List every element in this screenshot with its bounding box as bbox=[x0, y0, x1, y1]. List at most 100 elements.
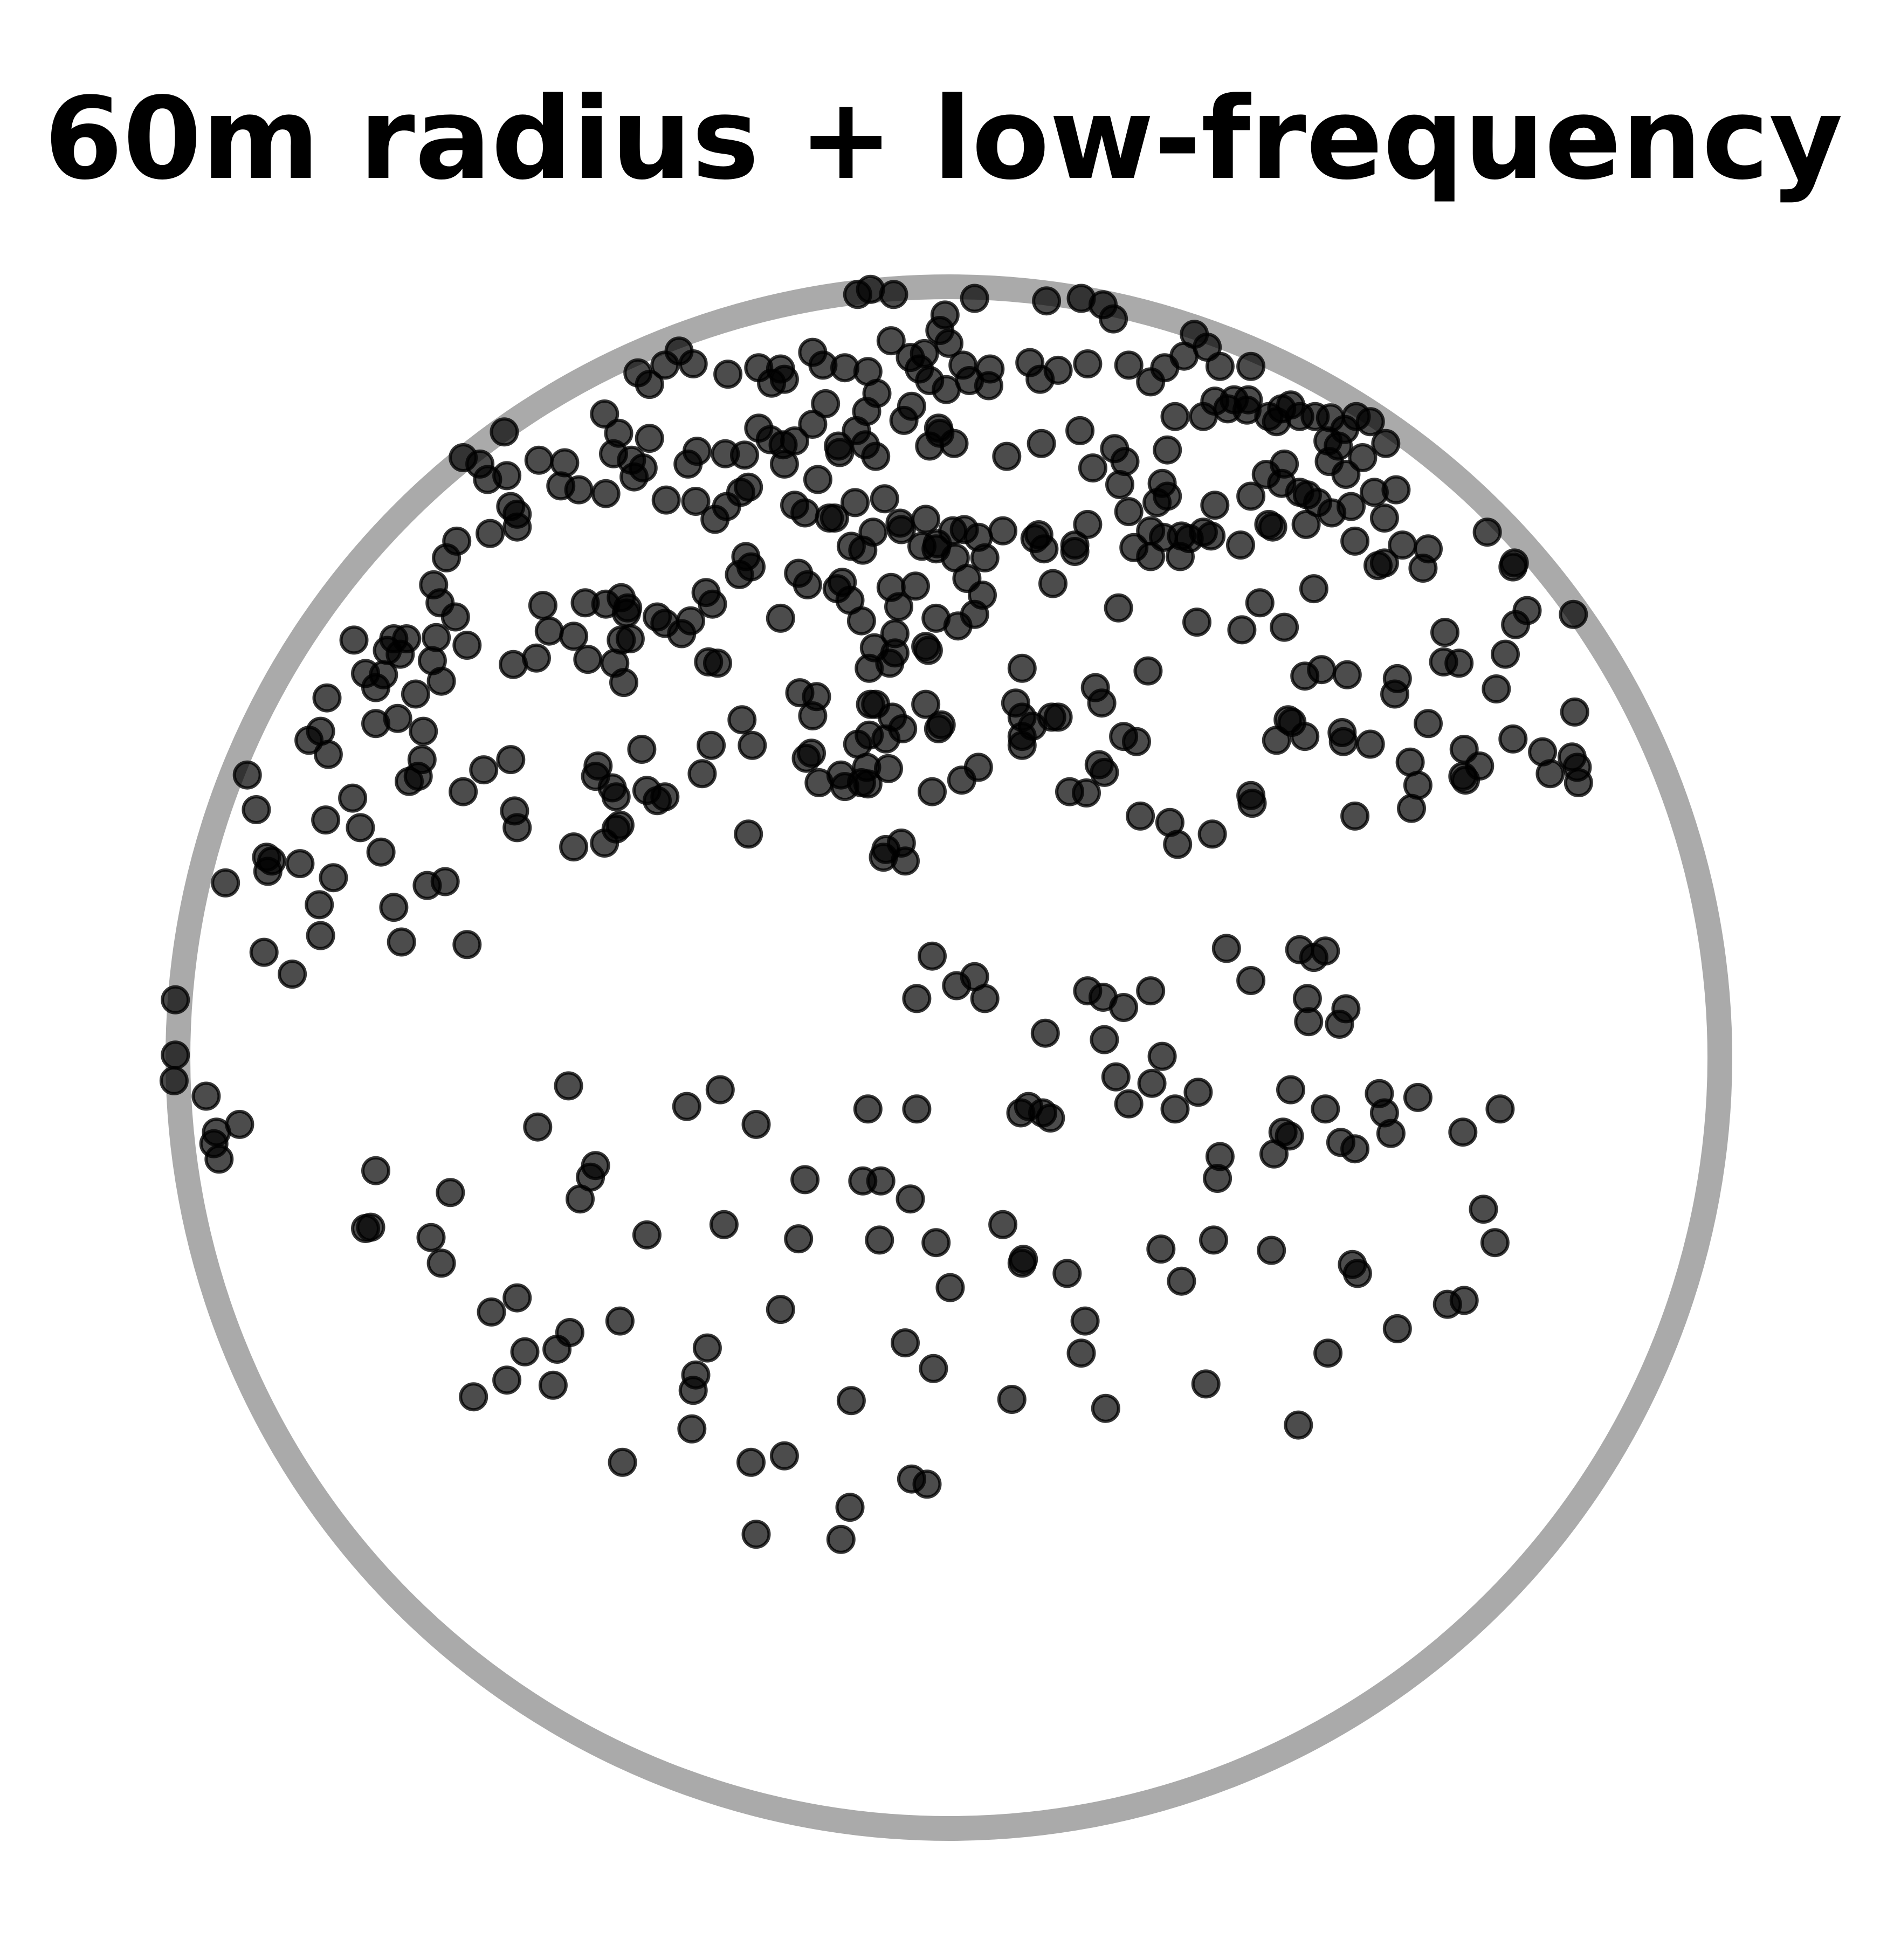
data-point bbox=[1292, 984, 1322, 1013]
data-point bbox=[426, 666, 456, 696]
data-point bbox=[366, 837, 396, 867]
data-point bbox=[780, 491, 809, 520]
data-point bbox=[1291, 509, 1321, 539]
data-point bbox=[924, 714, 953, 743]
data-point bbox=[911, 505, 941, 534]
data-point bbox=[736, 1447, 766, 1477]
data-point bbox=[678, 1376, 708, 1405]
data-point bbox=[476, 519, 505, 548]
data-point bbox=[963, 753, 993, 782]
data-point bbox=[1327, 718, 1357, 747]
data-point bbox=[1200, 491, 1230, 520]
data-point bbox=[692, 1333, 722, 1363]
data-point bbox=[865, 1225, 894, 1255]
data-point bbox=[1245, 588, 1275, 618]
data-point bbox=[546, 471, 576, 501]
data-point bbox=[918, 777, 947, 806]
data-point bbox=[436, 1178, 465, 1207]
data-point bbox=[938, 516, 968, 546]
data-point bbox=[1331, 994, 1361, 1024]
data-point bbox=[1397, 793, 1426, 823]
data-point bbox=[1028, 1098, 1057, 1128]
data-point bbox=[278, 960, 307, 989]
data-point bbox=[1262, 726, 1291, 755]
data-point bbox=[797, 739, 826, 768]
data-point bbox=[741, 1109, 771, 1139]
data-point bbox=[534, 616, 564, 646]
data-point bbox=[769, 1441, 799, 1471]
data-point bbox=[1065, 416, 1095, 445]
data-point bbox=[1276, 1075, 1305, 1105]
data-point bbox=[934, 328, 963, 358]
data-point bbox=[401, 679, 430, 709]
data-point bbox=[1182, 608, 1211, 637]
chart-title: 60m radius + low-frequency bbox=[44, 73, 1843, 205]
data-point bbox=[1499, 548, 1529, 578]
data-point bbox=[1007, 1248, 1037, 1278]
data-point bbox=[161, 1040, 190, 1070]
data-point bbox=[528, 591, 557, 620]
data-point bbox=[766, 1295, 795, 1324]
data-point bbox=[912, 1469, 942, 1499]
data-point bbox=[1311, 1094, 1340, 1124]
data-point bbox=[731, 542, 761, 571]
data-point bbox=[1197, 819, 1227, 849]
data-point bbox=[1087, 688, 1117, 718]
data-point bbox=[970, 984, 1000, 1013]
data-point bbox=[1340, 801, 1370, 831]
data-point bbox=[1472, 517, 1502, 547]
data-point bbox=[524, 445, 554, 475]
data-point bbox=[853, 769, 883, 799]
data-point bbox=[1403, 1082, 1433, 1112]
data-point bbox=[510, 1337, 540, 1367]
data-point bbox=[1376, 1119, 1406, 1148]
data-point bbox=[379, 893, 409, 922]
data-point bbox=[313, 740, 343, 769]
data-point bbox=[1133, 656, 1163, 686]
data-point bbox=[635, 424, 664, 453]
data-point bbox=[1262, 407, 1291, 437]
data-point bbox=[970, 543, 1000, 572]
data-point bbox=[1160, 402, 1190, 431]
data-point bbox=[1030, 1018, 1060, 1048]
data-point bbox=[891, 1328, 920, 1358]
data-point bbox=[1137, 1068, 1167, 1098]
data-point bbox=[730, 440, 759, 470]
data-point bbox=[992, 441, 1022, 471]
data-point bbox=[802, 682, 831, 712]
data-point bbox=[305, 890, 334, 920]
data-point bbox=[836, 532, 866, 561]
data-point bbox=[1160, 1094, 1190, 1124]
data-point bbox=[1299, 574, 1328, 604]
data-point bbox=[608, 1447, 637, 1477]
data-point bbox=[1337, 492, 1366, 521]
data-point bbox=[422, 623, 451, 652]
data-point bbox=[1482, 674, 1511, 703]
data-point bbox=[1091, 1393, 1120, 1423]
data-point bbox=[242, 795, 271, 824]
data-point bbox=[1382, 1314, 1412, 1343]
data-point bbox=[651, 485, 681, 515]
data-point bbox=[1414, 709, 1443, 739]
data-point bbox=[573, 645, 603, 674]
data-point bbox=[426, 1248, 456, 1278]
data-point bbox=[387, 927, 416, 957]
data-point bbox=[1227, 615, 1257, 645]
data-point bbox=[502, 813, 532, 843]
data-point bbox=[627, 735, 657, 764]
data-point bbox=[590, 399, 619, 429]
data-point bbox=[1110, 447, 1140, 477]
data-point bbox=[1196, 521, 1226, 551]
data-point bbox=[1236, 966, 1266, 995]
data-point bbox=[650, 350, 680, 380]
data-point bbox=[1226, 530, 1255, 560]
data-point bbox=[161, 985, 190, 1014]
data-point bbox=[1430, 618, 1459, 647]
data-point bbox=[632, 776, 662, 805]
data-point bbox=[361, 709, 390, 739]
data-point bbox=[285, 849, 315, 879]
data-point bbox=[824, 431, 853, 461]
data-point bbox=[395, 767, 424, 796]
data-point bbox=[502, 1283, 532, 1313]
data-point bbox=[835, 585, 865, 615]
